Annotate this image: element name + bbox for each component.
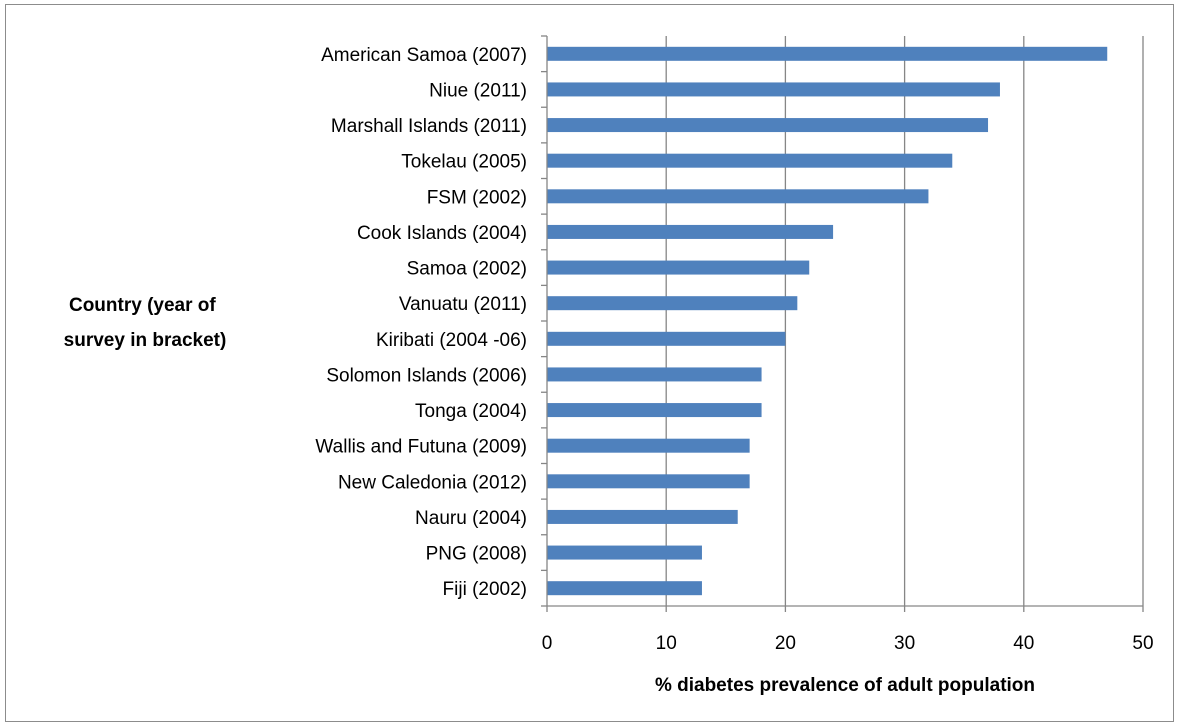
category-label: Marshall Islands (2011) [331, 116, 527, 137]
bar [547, 331, 786, 346]
bar [547, 367, 762, 382]
category-label: Tokelau (2005) [401, 152, 527, 173]
category-label: Solomon Islands (2006) [326, 365, 527, 386]
bar [547, 403, 762, 418]
category-label: Niue (2011) [429, 80, 527, 101]
x-tick-label: 50 [1132, 633, 1153, 654]
category-label: New Caledonia (2012) [338, 472, 527, 493]
category-label: Wallis and Futuna (2009) [315, 437, 527, 458]
bar [547, 153, 953, 168]
category-label: Kiribati (2004 -06) [376, 330, 527, 351]
x-tick-label: 40 [1013, 633, 1034, 654]
x-tick-labels: 0 10 20 30 40 50 [542, 633, 1154, 654]
bar [547, 224, 834, 239]
x-tick-label: 20 [775, 633, 796, 654]
bar [547, 296, 798, 311]
bar [547, 438, 750, 453]
category-label: Nauru (2004) [415, 508, 527, 529]
y-axis-title-line-1: Country (year of [69, 295, 216, 316]
bar [547, 189, 929, 204]
bar [547, 118, 989, 133]
category-label: Cook Islands (2004) [357, 223, 527, 244]
x-tick-label: 0 [542, 633, 553, 654]
bar [547, 474, 750, 489]
category-label: PNG (2008) [426, 544, 527, 565]
bar [547, 82, 1000, 97]
bars [547, 46, 1108, 596]
category-label: Tonga (2004) [415, 401, 527, 422]
x-axis-title: % diabetes prevalence of adult populatio… [655, 675, 1035, 696]
x-tick-label: 30 [894, 633, 915, 654]
x-tick-label: 10 [656, 633, 677, 654]
bar [547, 260, 810, 275]
axes [541, 35, 1144, 612]
y-axis-title-line-2: survey in bracket) [64, 330, 227, 351]
category-label: Vanuatu (2011) [399, 294, 527, 315]
bar [547, 545, 702, 560]
bar [547, 509, 738, 524]
y-axis-title: Country (year of survey in bracket) [64, 295, 227, 351]
category-label: Samoa (2002) [407, 259, 527, 280]
category-label: American Samoa (2007) [321, 45, 527, 66]
category-labels: American Samoa (2007) Niue (2011) Marshall… [315, 45, 527, 600]
bar [547, 581, 702, 596]
bar [547, 46, 1108, 61]
category-label: FSM (2002) [427, 187, 527, 208]
category-label: Fiji (2002) [443, 579, 527, 600]
